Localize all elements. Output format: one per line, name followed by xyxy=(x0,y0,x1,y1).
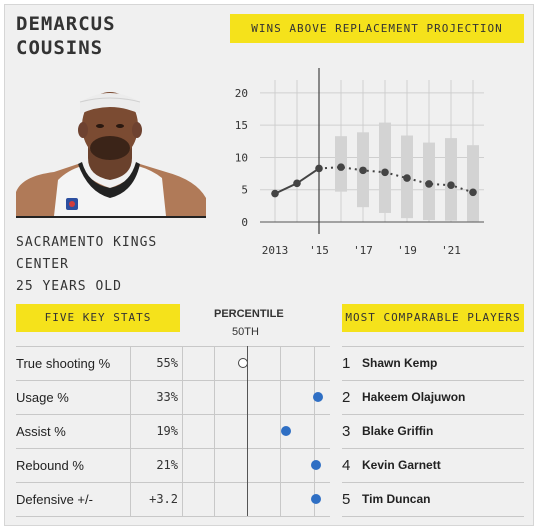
key-stat-name: Assist % xyxy=(16,424,66,439)
comparable-player-rank: 5 xyxy=(342,491,351,508)
percentile-dot xyxy=(312,392,323,402)
key-stat-value: 55% xyxy=(156,356,178,370)
comparable-player-name: Blake Griffin xyxy=(362,424,434,438)
key-stat-value: 33% xyxy=(156,390,178,404)
player-last-name: COUSINS xyxy=(16,37,104,59)
key-stat-name: Rebound % xyxy=(16,458,84,473)
comparable-player-rank: 2 xyxy=(342,389,351,406)
player-bio: SACRAMENTO KINGS CENTER 25 YEARS OLD xyxy=(16,232,157,298)
war-data-point xyxy=(337,163,345,171)
war-data-point xyxy=(447,181,455,190)
war-data-point xyxy=(359,166,367,175)
player-headshot xyxy=(16,92,206,216)
player-first-name: DEMARCUS xyxy=(16,13,116,35)
war-chart: 0 5 10 15 20 2013 '15 '17 '19 '21 xyxy=(235,68,484,257)
x-tick-label: '19 xyxy=(397,244,417,257)
comparable-player-name: Hakeem Olajuwon xyxy=(362,390,466,404)
key-stat-row: True shooting % 55% xyxy=(16,346,330,380)
comparable-player-rank: 4 xyxy=(342,457,351,474)
player-card xyxy=(4,4,534,526)
stat-column-separator xyxy=(214,449,215,482)
percentile-dot xyxy=(281,426,292,436)
key-stat-row: Usage % 33% xyxy=(16,380,330,414)
key-stat-value: 19% xyxy=(156,424,178,438)
stat-column-separator xyxy=(280,415,281,448)
comparable-player-row[interactable]: 3 Blake Griffin xyxy=(342,414,524,448)
y-tick-label: 0 xyxy=(241,216,248,229)
stat-column-separator xyxy=(130,347,131,380)
war-data-point xyxy=(381,168,389,177)
player-age: 25 YEARS OLD xyxy=(16,279,122,294)
percentile-median-line xyxy=(247,346,248,516)
percentile-dot xyxy=(311,460,322,470)
stat-column-separator xyxy=(280,381,281,414)
player-position: CENTER xyxy=(16,257,69,272)
comparable-player-rank: 3 xyxy=(342,423,351,440)
stat-column-separator xyxy=(280,449,281,482)
stat-column-separator xyxy=(314,347,315,380)
war-data-point xyxy=(271,189,279,198)
stat-column-separator xyxy=(182,449,183,482)
comparable-player-rank: 1 xyxy=(342,355,351,372)
key-stat-row: Assist % 19% xyxy=(16,414,330,448)
x-tick-label: 2013 xyxy=(262,244,289,257)
comparable-players-label: MOST COMPARABLE PLAYERS xyxy=(342,304,524,332)
comparable-player-row[interactable]: 5 Tim Duncan xyxy=(342,482,524,517)
stat-column-separator xyxy=(280,483,281,516)
stat-column-separator xyxy=(130,381,131,414)
y-tick-label: 5 xyxy=(241,184,248,197)
player-name: DEMARCUS COUSINS xyxy=(16,12,116,60)
stat-column-separator xyxy=(130,449,131,482)
percentile-header: PERCENTILE xyxy=(214,308,284,320)
y-tick-label: 15 xyxy=(235,119,248,132)
war-data-point xyxy=(403,174,411,182)
player-team: SACRAMENTO KINGS xyxy=(16,235,158,250)
percentile-50th-label: 50TH xyxy=(232,326,259,338)
x-tick-label: '15 xyxy=(309,244,329,257)
war-data-point xyxy=(469,188,477,197)
war-data-point xyxy=(425,180,433,188)
y-tick-label: 20 xyxy=(235,87,248,100)
percentile-dot xyxy=(311,494,322,504)
stat-column-separator xyxy=(214,381,215,414)
five-key-stats-label: FIVE KEY STATS xyxy=(16,304,180,332)
stat-column-separator xyxy=(130,415,131,448)
key-stat-row: Rebound % 21% xyxy=(16,448,330,482)
key-stat-name: Usage % xyxy=(16,390,69,405)
stat-column-separator xyxy=(314,415,315,448)
war-data-point xyxy=(293,179,301,188)
headshot-underline xyxy=(16,216,206,218)
war-chart-title: WINS ABOVE REPLACEMENT PROJECTION xyxy=(230,14,524,43)
comparable-player-name: Tim Duncan xyxy=(362,492,431,506)
stat-column-separator xyxy=(182,415,183,448)
projection-range-bar xyxy=(467,145,479,222)
stat-column-separator xyxy=(214,415,215,448)
projection-range-bar xyxy=(379,122,391,213)
projection-range-bar xyxy=(445,138,457,221)
comparable-player-name: Kevin Garnett xyxy=(362,458,441,472)
war-data-point xyxy=(315,164,323,173)
stat-column-separator xyxy=(214,347,215,380)
key-stat-value: +3.2 xyxy=(149,492,178,506)
comparable-players-list: 1 Shawn Kemp 2 Hakeem Olajuwon 3 Blake Griffi… xyxy=(342,346,524,517)
comparable-player-row[interactable]: 4 Kevin Garnett xyxy=(342,448,524,482)
stat-column-separator xyxy=(130,483,131,516)
stat-column-separator xyxy=(214,483,215,516)
key-stat-value: 21% xyxy=(156,458,178,472)
x-tick-label: '17 xyxy=(353,244,373,257)
stat-column-separator xyxy=(182,483,183,516)
key-stat-name: True shooting % xyxy=(16,356,111,371)
stat-column-separator xyxy=(280,347,281,380)
comparable-player-name: Shawn Kemp xyxy=(362,356,438,370)
y-tick-label: 10 xyxy=(235,151,248,164)
stat-column-separator xyxy=(182,347,183,380)
x-tick-label: '21 xyxy=(441,244,461,257)
comparable-player-row[interactable]: 2 Hakeem Olajuwon xyxy=(342,380,524,414)
stat-column-separator xyxy=(182,381,183,414)
key-stat-row: Defensive +/- +3.2 xyxy=(16,482,330,517)
comparable-player-row[interactable]: 1 Shawn Kemp xyxy=(342,346,524,380)
key-stats-table: True shooting % 55% Usage % 33% Assist % 19% R… xyxy=(16,346,330,517)
key-stat-name: Defensive +/- xyxy=(16,492,93,507)
